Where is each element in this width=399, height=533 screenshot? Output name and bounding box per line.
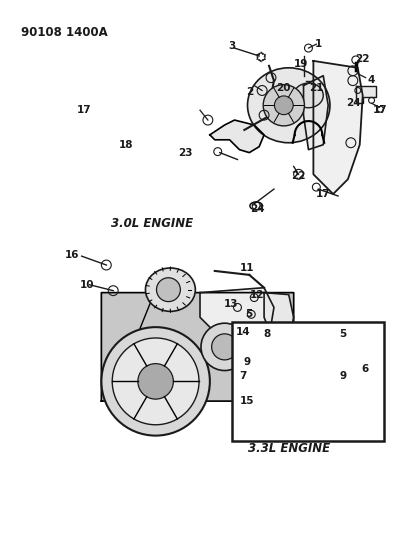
Text: 13: 13 <box>224 300 239 310</box>
Text: 7: 7 <box>240 372 247 382</box>
Text: 5: 5 <box>246 309 253 319</box>
Text: 17: 17 <box>77 105 92 115</box>
Text: 4: 4 <box>368 75 375 85</box>
Text: 6: 6 <box>361 364 368 374</box>
Circle shape <box>275 96 293 115</box>
Text: 5: 5 <box>339 329 347 339</box>
Text: 16: 16 <box>65 250 79 260</box>
Circle shape <box>156 278 180 302</box>
Circle shape <box>275 335 318 378</box>
Circle shape <box>201 323 248 370</box>
Text: 17: 17 <box>373 105 388 115</box>
Text: 1: 1 <box>315 39 322 49</box>
Polygon shape <box>101 293 294 401</box>
Text: 15: 15 <box>240 396 255 406</box>
Text: 3.0L ENGINE: 3.0L ENGINE <box>111 217 194 230</box>
Text: 90108 1400A: 90108 1400A <box>20 27 107 39</box>
Text: 12: 12 <box>250 289 265 300</box>
Text: 2: 2 <box>246 87 253 98</box>
Polygon shape <box>257 336 281 379</box>
Text: 8: 8 <box>263 329 271 339</box>
Text: 24: 24 <box>250 204 265 214</box>
Text: 22: 22 <box>291 171 306 181</box>
Text: 11: 11 <box>240 263 255 273</box>
Polygon shape <box>264 293 294 342</box>
Ellipse shape <box>247 68 330 143</box>
Bar <box>231 322 384 441</box>
Ellipse shape <box>146 268 196 311</box>
Text: 10: 10 <box>79 280 94 290</box>
Text: 22: 22 <box>356 54 370 64</box>
Text: 23: 23 <box>178 148 192 158</box>
Text: 3.3L ENGINE: 3.3L ENGINE <box>248 442 330 455</box>
Ellipse shape <box>294 83 323 108</box>
Text: 9: 9 <box>244 357 251 367</box>
Text: 24: 24 <box>346 98 361 108</box>
Text: 21: 21 <box>309 83 324 93</box>
Circle shape <box>263 85 304 126</box>
Text: 9: 9 <box>340 372 347 382</box>
Text: 19: 19 <box>293 59 308 69</box>
Polygon shape <box>200 288 274 347</box>
Text: 20: 20 <box>277 83 291 93</box>
Text: 14: 14 <box>236 327 251 337</box>
Circle shape <box>101 327 210 435</box>
Text: 18: 18 <box>119 140 133 150</box>
Polygon shape <box>308 337 343 386</box>
Polygon shape <box>313 61 363 194</box>
Circle shape <box>211 334 238 360</box>
Circle shape <box>138 364 174 399</box>
Polygon shape <box>304 76 328 150</box>
Text: 17: 17 <box>316 189 330 199</box>
Polygon shape <box>356 86 375 103</box>
Circle shape <box>286 346 308 368</box>
Text: 3: 3 <box>228 41 235 51</box>
Circle shape <box>112 338 199 425</box>
Polygon shape <box>210 120 264 152</box>
